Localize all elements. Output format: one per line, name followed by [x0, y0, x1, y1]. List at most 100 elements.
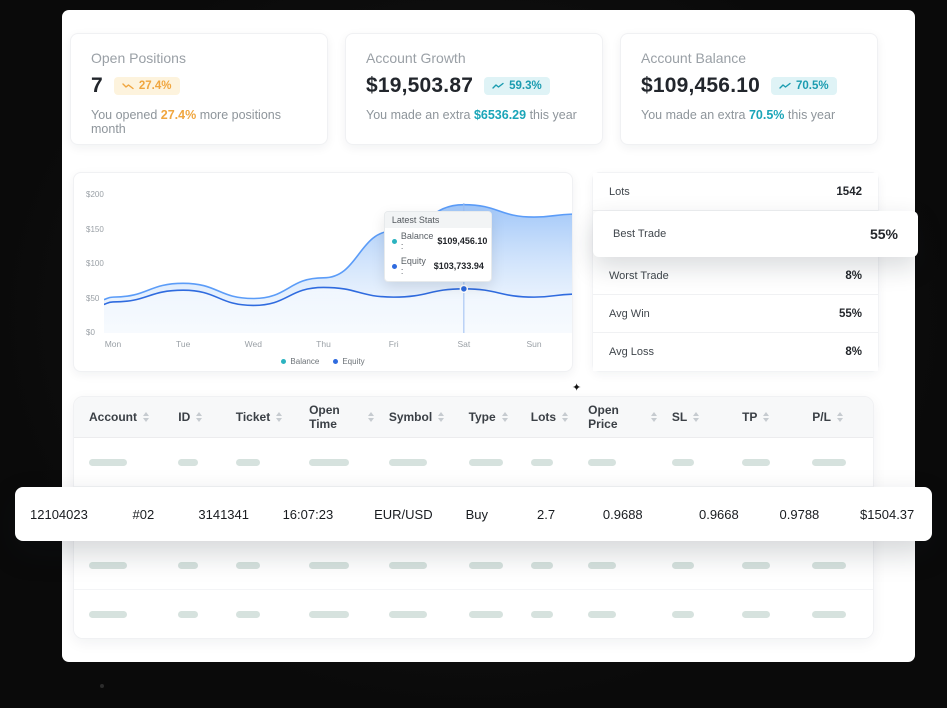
stat-row-avg-loss[interactable]: Avg Loss 8%: [593, 333, 878, 371]
legend-dot-icon: [281, 359, 287, 364]
skeleton-pill: [468, 458, 503, 466]
skeleton-pill: [742, 561, 771, 569]
column-header-sl[interactable]: SL: [657, 410, 727, 424]
skeleton-pill: [235, 458, 260, 466]
sort-icon[interactable]: [276, 412, 283, 422]
legend-label: Equity: [342, 357, 365, 366]
sort-icon[interactable]: [836, 412, 843, 422]
dashboard-canvas: Open Positions 7 27.4% You opened 27.4% …: [15, 10, 932, 662]
sparkle-icon: ✦: [572, 382, 582, 394]
column-header-id[interactable]: ID: [163, 410, 220, 424]
column-header-p-l[interactable]: P/L: [797, 410, 873, 424]
tooltip-balance-row: Balance : $109,456.10: [385, 228, 491, 253]
skeleton-pill: [388, 458, 427, 466]
stat-row-avg-win[interactable]: Avg Win 55%: [593, 295, 878, 333]
skeleton-pill: [671, 458, 694, 466]
table-row-skeleton[interactable]: [74, 438, 873, 487]
x-tick-label: Fri: [388, 339, 399, 349]
stat-row-label: Worst Trade: [609, 269, 669, 282]
stat-card-subtitle: You opened 27.4% more positions month: [91, 108, 281, 136]
stat-card-open-positions: Open Positions 7 27.4% You opened 27.4% …: [70, 33, 328, 145]
positions-table: Account ID Ticket Open Time Symbol Type Lots Op…: [15, 396, 932, 639]
skeleton-pill: [588, 610, 617, 618]
skeleton-pill: [671, 610, 694, 618]
sort-icon[interactable]: [562, 412, 569, 422]
stat-card-value: $109,456.10: [641, 74, 760, 97]
skeleton-pill: [309, 610, 350, 618]
column-header-tp[interactable]: TP: [727, 410, 797, 424]
stat-row-value: 8%: [845, 346, 862, 358]
stat-row-value: 8%: [845, 269, 862, 282]
skeleton-pill: [235, 610, 260, 618]
stat-card-title: Open Positions: [91, 50, 186, 66]
cell-symbol: EUR/USD: [374, 506, 433, 522]
x-tick-label: Mon: [104, 339, 122, 349]
column-header-label: ID: [178, 410, 191, 424]
subtitle-highlight: 27.4%: [160, 108, 197, 122]
column-header-open-price[interactable]: Open Price: [573, 403, 657, 431]
skeleton-pill: [530, 610, 553, 618]
stat-row-lots[interactable]: Lots 1542: [593, 173, 878, 211]
table-row-skeleton[interactable]: [74, 590, 873, 638]
cell-lots: 2.7: [537, 506, 556, 522]
sort-icon[interactable]: [196, 412, 203, 422]
column-header-type[interactable]: Type: [454, 410, 516, 424]
stat-card-title: Account Growth: [366, 50, 466, 66]
y-tick-label: $100: [86, 259, 104, 268]
stat-row-worst-trade[interactable]: Worst Trade 8%: [593, 257, 878, 295]
skeleton-pill: [468, 561, 503, 569]
stat-card-account-balance: Account Balance $109,456.10 70.5% You ma…: [620, 33, 878, 145]
x-tick-label: Wed: [244, 339, 262, 349]
sort-icon[interactable]: [143, 412, 149, 422]
legend-item-balance[interactable]: Balance: [281, 357, 319, 366]
stat-row-best-trade[interactable]: Best Trade 55%: [593, 211, 918, 257]
legend-item-equity[interactable]: Equity: [333, 357, 365, 366]
stat-cards-row: Open Positions 7 27.4% You opened 27.4% …: [70, 33, 915, 145]
column-header-account[interactable]: Account: [74, 410, 163, 424]
trend-badge: 27.4%: [113, 77, 180, 95]
skeleton-pill: [530, 561, 553, 569]
trend-up-icon: [492, 82, 504, 89]
skeleton-pill: [671, 561, 694, 569]
sort-icon[interactable]: [693, 412, 700, 422]
x-tick-label: Thu: [316, 339, 331, 349]
skeleton-pill: [89, 561, 127, 569]
stat-row-value: 55%: [869, 226, 898, 242]
skeleton-pill: [235, 561, 260, 569]
middle-row: $0 $50 $100 $150 $200 Mon Tue Wed Thu Fri Sat Sun …: [62, 172, 918, 372]
stat-row-label: Avg Loss: [609, 346, 655, 358]
skeleton-pill: [530, 458, 553, 466]
trend-badge-label: 27.4%: [138, 80, 172, 92]
skeleton-pill: [388, 610, 427, 618]
stat-row-value: 55%: [838, 307, 862, 320]
column-header-lots[interactable]: Lots: [516, 410, 573, 424]
skeleton-pill: [178, 458, 199, 466]
y-tick-label: $50: [86, 293, 100, 303]
sort-icon[interactable]: [501, 412, 508, 422]
skeleton-pill: [812, 458, 847, 466]
trend-badge-label: 59.3%: [509, 80, 542, 92]
skeleton-pill: [742, 610, 771, 618]
area-chart[interactable]: [104, 195, 572, 333]
sort-icon[interactable]: [438, 412, 445, 422]
stat-card-subtitle: You made an extra 70.5% this year: [641, 108, 836, 122]
cell-ticket: 3141341: [198, 506, 250, 522]
column-header-ticket[interactable]: Ticket: [221, 410, 294, 424]
skeleton-pill: [812, 610, 847, 618]
column-header-symbol[interactable]: Symbol: [374, 410, 454, 424]
trade-stats-panel: Lots 1542 Best Trade 55% Worst Trade 8% Avg Wi…: [592, 172, 918, 372]
column-header-open-time[interactable]: Open Time: [294, 403, 374, 431]
x-tick-label: Tue: [175, 339, 191, 349]
equity-dot-icon: [391, 263, 397, 269]
sort-icon[interactable]: [367, 412, 374, 422]
column-header-label: Open Time: [309, 403, 340, 431]
cell-open-price: 0.9688: [602, 506, 643, 522]
table-row-skeleton[interactable]: [74, 541, 873, 590]
cell-account: 12104023: [30, 506, 88, 522]
skeleton-pill: [89, 610, 127, 618]
stat-card-account-growth: Account Growth $19,503.87 59.3% You made…: [345, 33, 603, 145]
sort-icon[interactable]: [650, 412, 657, 422]
column-header-label: SL: [671, 410, 688, 424]
table-row-highlighted[interactable]: 12104023 #02 3141341 16:07:23 EUR/USD Buy 2.7 0…: [15, 487, 932, 541]
sort-icon[interactable]: [763, 412, 770, 422]
